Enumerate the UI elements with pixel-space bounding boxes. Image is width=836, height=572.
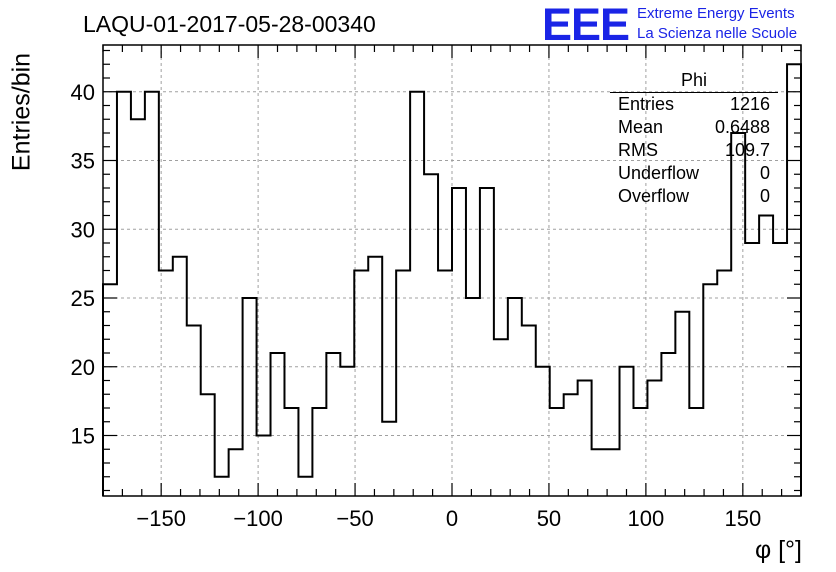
histogram-bin [536, 367, 550, 496]
y-axis-label: Entries/bin [7, 52, 36, 172]
histogram-bin [201, 394, 215, 496]
histogram-bin [745, 243, 759, 496]
stats-value: 0 [759, 163, 770, 183]
y-tick-label: 35 [71, 149, 95, 174]
histogram-bin [368, 257, 382, 496]
stats-row-entries: Entries 1216 [610, 93, 778, 116]
logo-subtitle-line2: La Scienza nelle Scuole [637, 25, 798, 42]
histogram-bin [703, 284, 717, 496]
histogram-bin [243, 298, 257, 496]
stats-label: Mean [618, 117, 664, 137]
histogram-bin [298, 477, 312, 496]
histogram-bin [578, 381, 592, 497]
histogram-bin [187, 326, 201, 497]
x-tick-label: −150 [136, 506, 186, 531]
histogram-bin [647, 381, 661, 497]
x-tick-label: −100 [233, 506, 283, 531]
histogram-bin [131, 119, 145, 496]
stats-label: RMS [618, 140, 658, 160]
histogram-bin [215, 477, 229, 496]
histogram-bin [633, 408, 647, 496]
histogram-bin [312, 408, 326, 496]
histogram-bin [675, 312, 689, 496]
histogram-bin [522, 326, 536, 497]
stats-row-rms: RMS 109.7 [610, 139, 778, 162]
stats-row-underflow: Underflow 0 [610, 162, 778, 185]
histogram-bin [773, 243, 787, 496]
histogram-bin [229, 449, 243, 496]
histogram-bin [508, 298, 522, 496]
histogram-bin [326, 353, 340, 496]
stats-value: 0.6488 [714, 117, 770, 137]
histogram-bin [592, 449, 606, 496]
stats-box: Phi Entries 1216 Mean 0.6488 RMS 109.7 U… [610, 70, 778, 208]
logo-subtitle-line1: Extreme Energy Events [637, 5, 795, 22]
histogram-bin [787, 64, 801, 496]
histogram-bin [438, 271, 452, 497]
x-tick-label: 100 [628, 506, 665, 531]
chart-title: LAQU-01-2017-05-28-00340 [83, 11, 376, 37]
histogram-bin [284, 408, 298, 496]
stats-value: 0 [759, 186, 770, 206]
histogram-series [102, 63, 802, 497]
x-tick-label: 150 [724, 506, 761, 531]
histogram-bin [396, 271, 410, 497]
stats-label: Entries [618, 94, 675, 114]
stats-row-overflow: Overflow 0 [610, 185, 778, 208]
stats-label: Underflow [618, 163, 700, 183]
y-tick-label: 20 [71, 355, 95, 380]
histogram-bin [717, 271, 731, 497]
histogram-bin [661, 353, 675, 496]
stats-title: Phi [610, 70, 778, 93]
histogram-bin [424, 174, 438, 496]
eee-logo: EEE [542, 0, 630, 50]
histogram-bin [466, 298, 480, 496]
y-tick-label: 15 [71, 424, 95, 449]
x-axis-label: φ [°] [754, 536, 802, 564]
histogram-bin [620, 367, 634, 496]
histogram-line [102, 63, 802, 496]
histogram-bin [452, 188, 466, 496]
histogram-bin [550, 408, 564, 496]
histogram-bin [480, 188, 494, 496]
histogram-bin [494, 339, 508, 496]
histogram-bin [564, 394, 578, 496]
histogram-bin [271, 353, 285, 496]
x-tick-label: 0 [446, 506, 458, 531]
stats-label: Overflow [618, 186, 690, 206]
histogram-bin [606, 449, 620, 496]
stats-value: 1216 [729, 94, 770, 114]
stats-value: 109.7 [724, 140, 770, 160]
histogram-bin [173, 257, 187, 496]
stats-row-mean: Mean 0.6488 [610, 116, 778, 139]
x-tick-label: −50 [336, 506, 373, 531]
y-tick-label: 40 [71, 80, 95, 105]
axes: −150 −100 −50 0 50 100 150 15 20 25 30 35 40 [71, 44, 802, 531]
histogram-bin [759, 216, 773, 497]
histogram-bin [354, 271, 368, 497]
histogram-bin [382, 422, 396, 496]
y-tick-label: 30 [71, 217, 95, 242]
histogram-bin [689, 408, 703, 496]
x-tick-label: 50 [537, 506, 561, 531]
histogram-bin [103, 284, 117, 496]
y-tick-label: 25 [71, 286, 95, 311]
histogram-bin [340, 367, 354, 496]
